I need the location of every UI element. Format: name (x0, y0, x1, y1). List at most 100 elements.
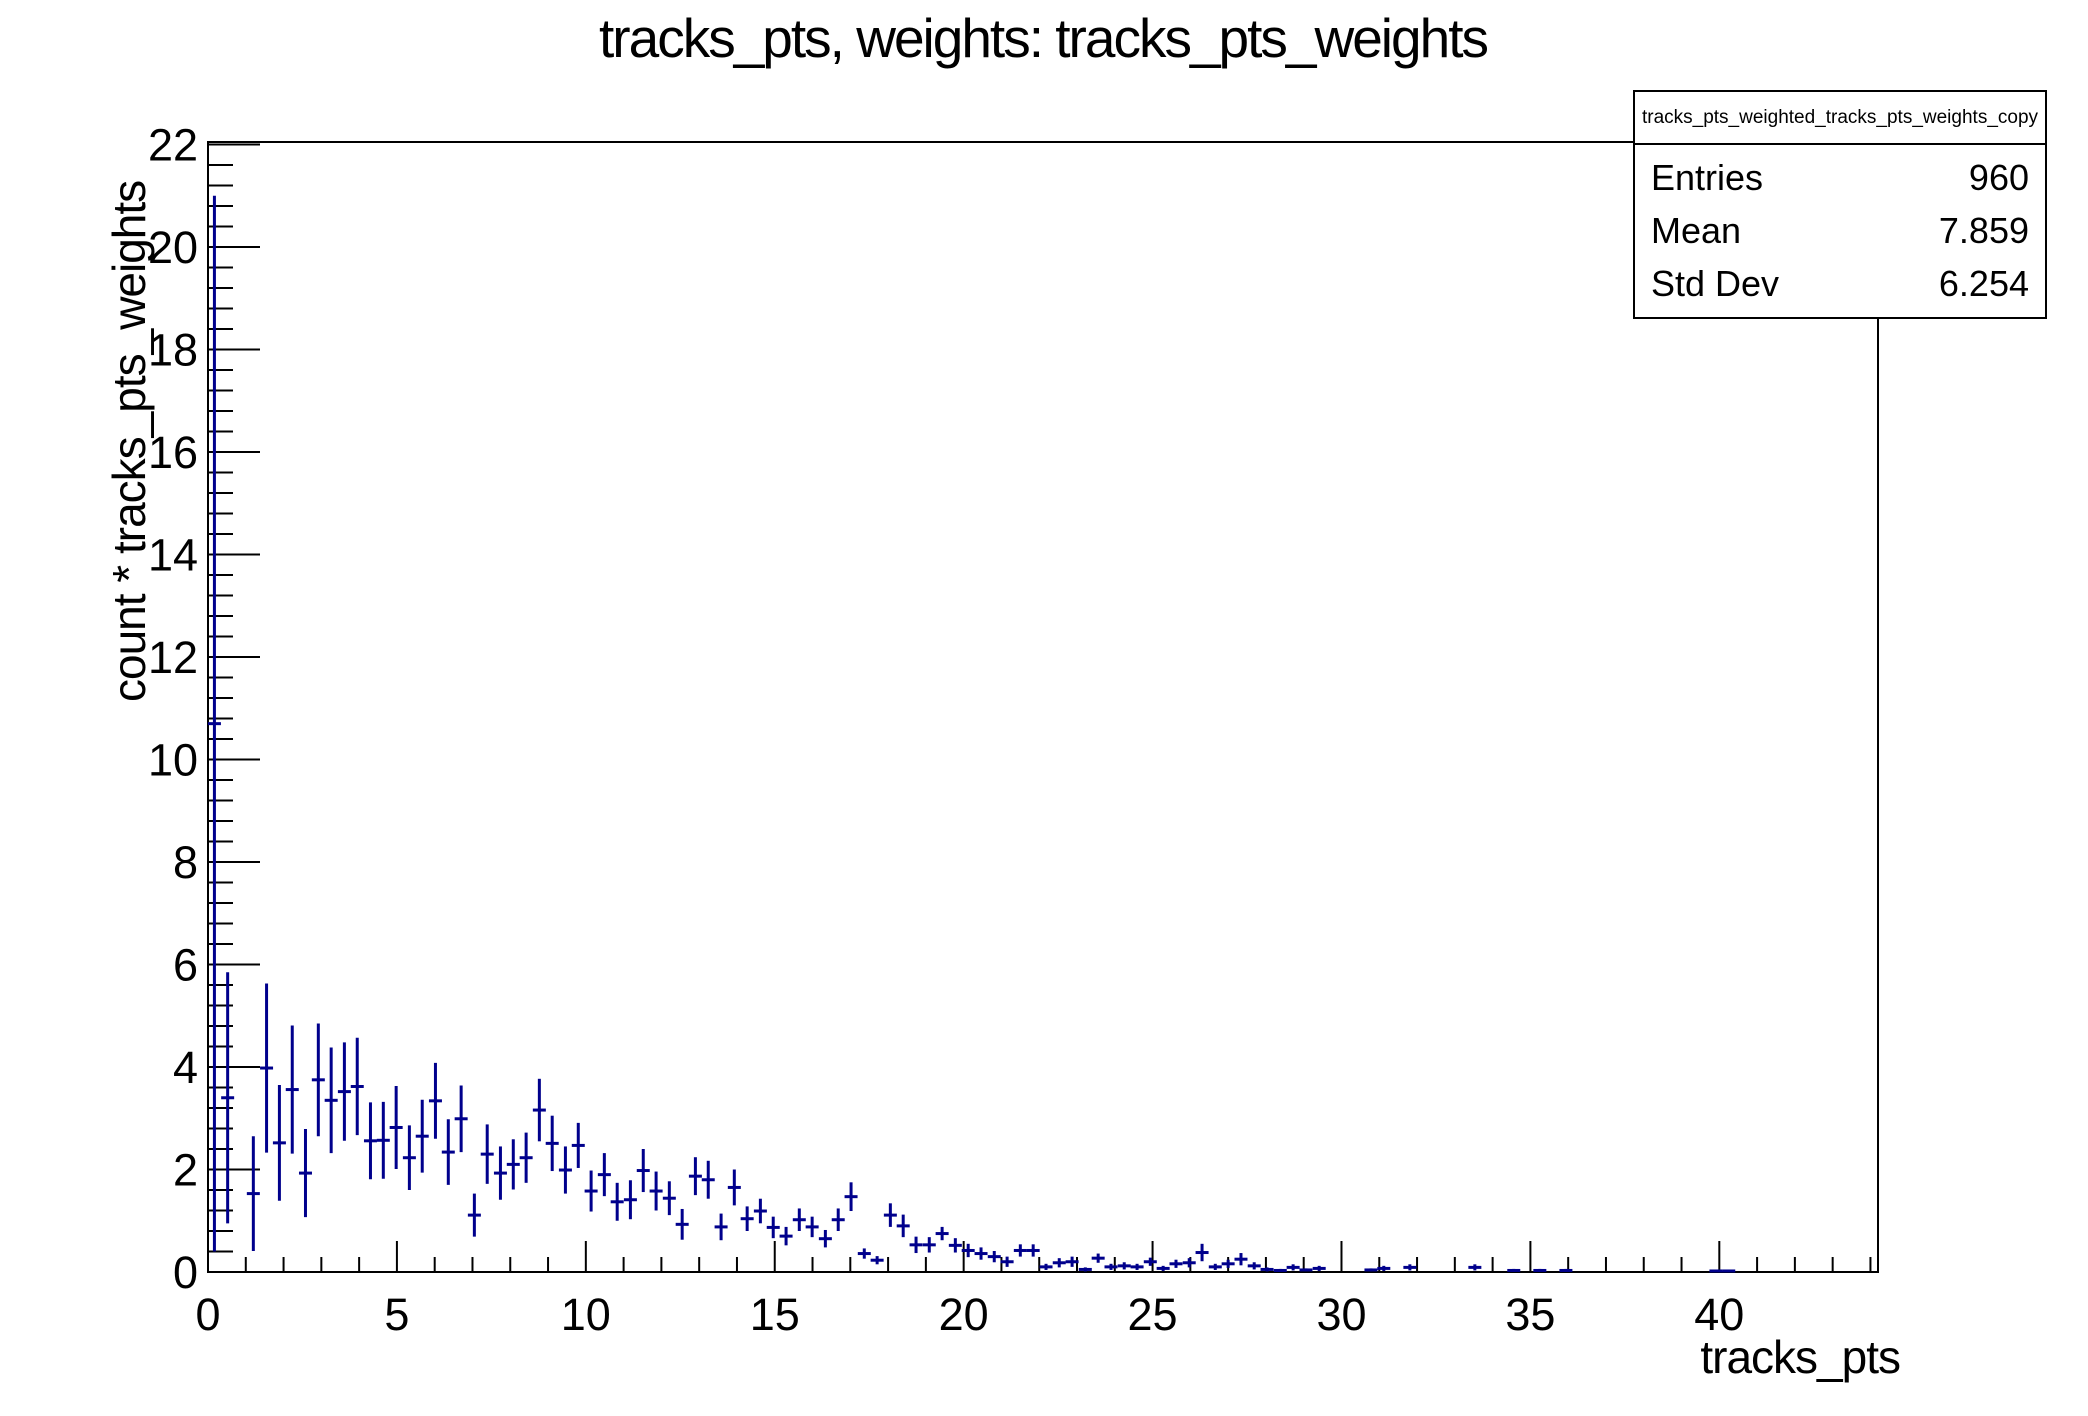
data-point (727, 1169, 741, 1206)
data-point (1403, 1264, 1417, 1271)
data-points (207, 195, 1736, 1273)
data-point (272, 1084, 286, 1201)
data-point (1013, 1244, 1027, 1257)
data-point (649, 1171, 663, 1211)
data-point (1052, 1258, 1066, 1268)
x-axis-tick-label: 10 (561, 1289, 611, 1340)
data-point (363, 1102, 377, 1180)
data-point (1117, 1262, 1131, 1270)
data-point (1709, 1269, 1723, 1273)
data-point (415, 1099, 429, 1173)
x-axis-tick-label: 0 (195, 1289, 220, 1340)
data-point (1247, 1262, 1261, 1270)
data-point (1143, 1257, 1157, 1266)
stats-label: Mean (1651, 209, 1742, 251)
data-point (584, 1170, 598, 1212)
y-axis-tick-label: 10 (148, 735, 198, 786)
data-point (1286, 1264, 1300, 1271)
data-point (675, 1208, 689, 1240)
x-axis-tick-label: 20 (939, 1289, 989, 1340)
data-point (1273, 1268, 1287, 1272)
data-point (1377, 1265, 1391, 1271)
data-point (779, 1226, 793, 1246)
data-point (623, 1180, 637, 1220)
data-point (311, 1023, 325, 1137)
data-point (441, 1119, 455, 1185)
data-point (688, 1157, 702, 1196)
y-axis-tick-label: 0 (173, 1247, 198, 1298)
y-axis-tick-label: 18 (148, 325, 198, 376)
x-axis-ticks (207, 1241, 1872, 1272)
stats-box: tracks_pts_weighted_tracks_pts_weights_c… (1633, 90, 2047, 319)
data-point (1091, 1253, 1105, 1263)
stats-value: 7.859 (1938, 209, 2029, 251)
data-point (1234, 1253, 1248, 1266)
data-point (1559, 1268, 1573, 1272)
data-point (1208, 1263, 1222, 1270)
data-point (337, 1042, 351, 1141)
y-axis-tick-label: 20 (148, 222, 198, 273)
data-point (493, 1146, 507, 1200)
data-point (831, 1208, 845, 1232)
data-point (207, 195, 221, 1252)
stats-box-header: tracks_pts_weighted_tracks_pts_weights_c… (1635, 92, 2045, 145)
y-axis-title: count * tracks_pts_weights (103, 180, 155, 702)
data-point (844, 1182, 858, 1212)
stats-value: 960 (1968, 156, 2029, 198)
data-point (1065, 1256, 1079, 1267)
data-point (974, 1247, 988, 1260)
data-point (740, 1206, 754, 1232)
data-point (1468, 1264, 1482, 1271)
data-point (857, 1248, 871, 1259)
data-point (636, 1149, 650, 1193)
chart-title: tracks_pts, weights: tracks_pts_weights (599, 7, 1489, 69)
data-point (1195, 1243, 1209, 1262)
data-point (714, 1213, 728, 1241)
data-point (1169, 1259, 1183, 1268)
y-axis-tick-label: 6 (173, 940, 198, 991)
stats-row-mean: Mean 7.859 (1635, 209, 2045, 251)
y-axis-tick-label: 12 (148, 632, 198, 683)
data-point (870, 1256, 884, 1265)
stats-row-entries: Entries 960 (1635, 156, 2045, 198)
x-axis-tick-labels: 0 5 10 15 20 25 30 35 40 (195, 1289, 1744, 1340)
data-point (350, 1037, 364, 1136)
data-point (1104, 1263, 1118, 1270)
data-point (1312, 1265, 1326, 1271)
data-point (610, 1182, 624, 1221)
stats-box-rows: Entries 960 Mean 7.859 Std Dev 6.254 (1635, 145, 2045, 317)
data-point (805, 1216, 819, 1238)
data-point (402, 1125, 416, 1191)
y-axis-tick-label: 14 (148, 530, 198, 581)
data-point (935, 1226, 949, 1241)
y-axis-ticks (208, 143, 260, 1273)
data-point (285, 1025, 299, 1154)
data-point (883, 1203, 897, 1227)
data-point (389, 1085, 403, 1169)
data-point (597, 1153, 611, 1197)
data-point (221, 972, 235, 1224)
data-point (324, 1047, 338, 1154)
x-axis-tick-label: 30 (1316, 1289, 1366, 1340)
data-point (1000, 1256, 1014, 1267)
data-point (1130, 1263, 1144, 1270)
x-axis-tick-label: 5 (384, 1289, 409, 1340)
x-axis-tick-label: 15 (750, 1289, 800, 1340)
plot-frame-border (207, 141, 1879, 1273)
plot-frame (207, 141, 1879, 1273)
data-point (701, 1160, 715, 1199)
data-point (376, 1101, 390, 1179)
data-point (298, 1129, 312, 1218)
data-point (1722, 1269, 1736, 1273)
data-point (1533, 1268, 1547, 1272)
x-axis-tick-label: 35 (1505, 1289, 1555, 1340)
data-point (428, 1062, 442, 1139)
data-point (1507, 1268, 1521, 1272)
y-axis-tick-label: 4 (173, 1042, 198, 1093)
data-point (1078, 1267, 1092, 1272)
data-point (480, 1124, 494, 1184)
data-point (558, 1146, 572, 1194)
data-point (1182, 1258, 1196, 1268)
data-point (766, 1216, 780, 1239)
